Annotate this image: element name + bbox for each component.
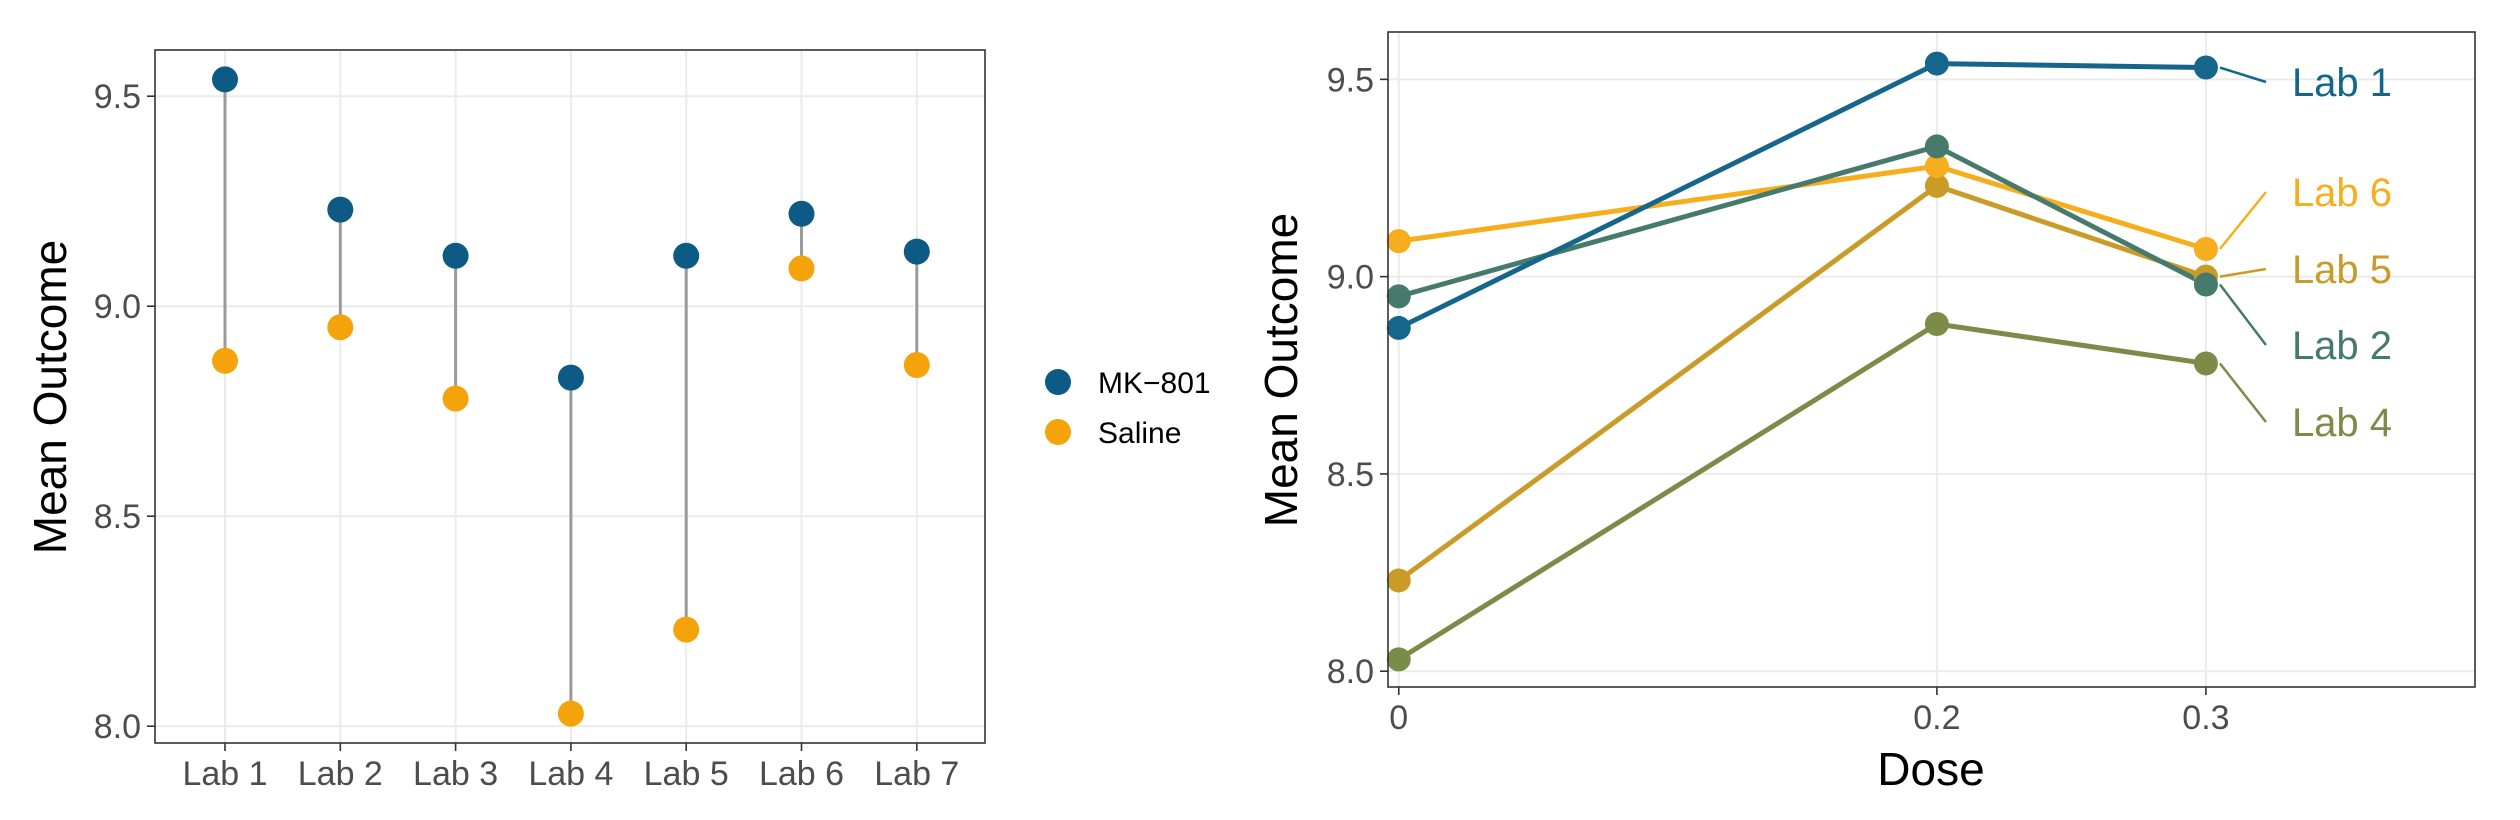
panel1-x-tick-label-lab-5: Lab 5 (644, 755, 729, 793)
leader-line-lab-1 (2219, 66, 2267, 84)
leader-line-lab-2 (2218, 283, 2267, 346)
panel1-x-tick-label-lab-2: Lab 2 (298, 755, 383, 793)
legend-swatch-saline (1045, 419, 1071, 445)
line-lab-2 (1398, 143, 2208, 299)
leader-line-lab-6 (2218, 191, 2267, 250)
point-lab-4-dose-0-2 (1924, 311, 1949, 336)
point-mk-801-lab-5 (673, 242, 700, 269)
panel1-x-ticks: Lab 1 Lab 2 Lab 3 Lab 4 Lab 5 Lab 6 Lab 7 (182, 743, 959, 793)
legend-label-mk801: MK−801 (1098, 367, 1211, 400)
point-lab-6-dose-0 (1386, 229, 1411, 254)
panel2-y-tick-label: 9.0 (1327, 259, 1374, 297)
point-saline-lab-1 (212, 347, 238, 374)
direct-label-lab-1: Lab 1 (2292, 61, 2392, 105)
point-saline-lab-5 (673, 616, 700, 643)
panel1-x-tick-label-lab-1: Lab 1 (182, 755, 267, 793)
panel2-x-axis-title: Dose (1877, 743, 1984, 795)
panel2-x-ticks: 0 0.2 0.3 (1389, 687, 2230, 737)
point-saline-lab-3 (442, 385, 469, 412)
point-lab-2-dose-0 (1386, 284, 1411, 309)
panel2-y-axis-title: Mean Outcome (1255, 213, 1307, 527)
direct-label-lab-4: Lab 4 (2292, 401, 2392, 445)
point-lab-2-dose-0-3 (2193, 272, 2218, 297)
panel1-x-tick-label-lab-7: Lab 7 (874, 755, 959, 793)
direct-label-lab-6: Lab 6 (2292, 171, 2392, 215)
point-saline-lab-2 (327, 314, 354, 341)
point-lab-6-dose-0-3 (2193, 237, 2218, 262)
panel2-x-tick-label: 0.2 (1913, 699, 1960, 737)
point-saline-lab-6 (788, 255, 815, 282)
panel1-x-tick-label-lab-3: Lab 3 (413, 755, 498, 793)
direct-label-lab-5: Lab 5 (2292, 248, 2392, 292)
panel1-y-tick-label: 8.5 (94, 498, 141, 536)
panel1-y-ticks: 8.0 8.5 9.0 9.5 (94, 78, 155, 746)
point-lab-2-dose-0-2 (1924, 134, 1949, 159)
leader-line-lab-4 (2218, 362, 2267, 423)
panel2-direct-labels: Lab 1 Lab 6 Lab 5 Lab 2 Lab 4 (2218, 61, 2392, 445)
point-mk-801-lab-2 (327, 196, 354, 223)
dumbbell-panel: 8.08.59.09.5 Lab 1 Lab 2 Lab 3 Lab 4 Lab 5 La… (24, 49, 986, 793)
panel2-frame (1387, 31, 2476, 688)
line-lab-5 (1397, 183, 2207, 583)
point-lab-1-dose-0 (1386, 315, 1411, 340)
line-lab-1 (1397, 61, 2206, 331)
panel2-x-tick-label: 0 (1389, 699, 1408, 737)
point-mk-801-lab-6 (788, 200, 815, 227)
direct-label-lab-2: Lab 2 (2292, 324, 2392, 368)
point-lab-1-dose-0-2 (1924, 51, 1949, 76)
point-lab-6-dose-0-2 (1924, 154, 1949, 179)
point-mk-801-lab-7 (903, 238, 930, 265)
panel1-x-tick-label-lab-4: Lab 4 (528, 755, 613, 793)
point-lab-4-dose-0-3 (2193, 351, 2218, 376)
point-mk-801-lab-4 (557, 364, 584, 391)
point-lab-5-dose-0-2 (1924, 173, 1949, 198)
point-saline-lab-7 (903, 352, 930, 378)
point-saline-lab-4 (557, 700, 584, 727)
point-mk-801-lab-1 (212, 66, 238, 93)
point-mk-801-lab-3 (442, 242, 469, 269)
legend-label-saline: Saline (1098, 417, 1181, 450)
point-lab-4-dose-0 (1386, 647, 1411, 672)
panel1-y-tick-label: 9.0 (94, 288, 141, 326)
panel1-marks (212, 66, 930, 727)
panel2-y-tick-label: 8.5 (1327, 456, 1374, 494)
panel2-y-ticks: 8.0 8.5 9.0 9.5 (1327, 61, 1388, 691)
panel1-y-tick-label: 8.0 (94, 708, 141, 746)
panel2-y-tick-label: 9.5 (1327, 61, 1374, 99)
panel1-x-tick-label-lab-6: Lab 6 (759, 755, 844, 793)
panel1-y-axis-title: Mean Outcome (24, 240, 76, 554)
legend: MK−801 Saline (1045, 367, 1211, 450)
point-lab-5-dose-0 (1386, 568, 1411, 593)
panel2-y-tick-label: 8.0 (1327, 653, 1374, 691)
panel2-marks (1386, 51, 2218, 672)
panel1-y-tick-label: 9.5 (94, 78, 141, 116)
point-lab-1-dose-0-3 (2193, 55, 2218, 80)
legend-swatch-mk801 (1045, 369, 1071, 395)
panel1-frame (154, 49, 986, 744)
leader-line-lab-5 (2219, 267, 2267, 278)
panel2-x-tick-label: 0.3 (2182, 699, 2229, 737)
